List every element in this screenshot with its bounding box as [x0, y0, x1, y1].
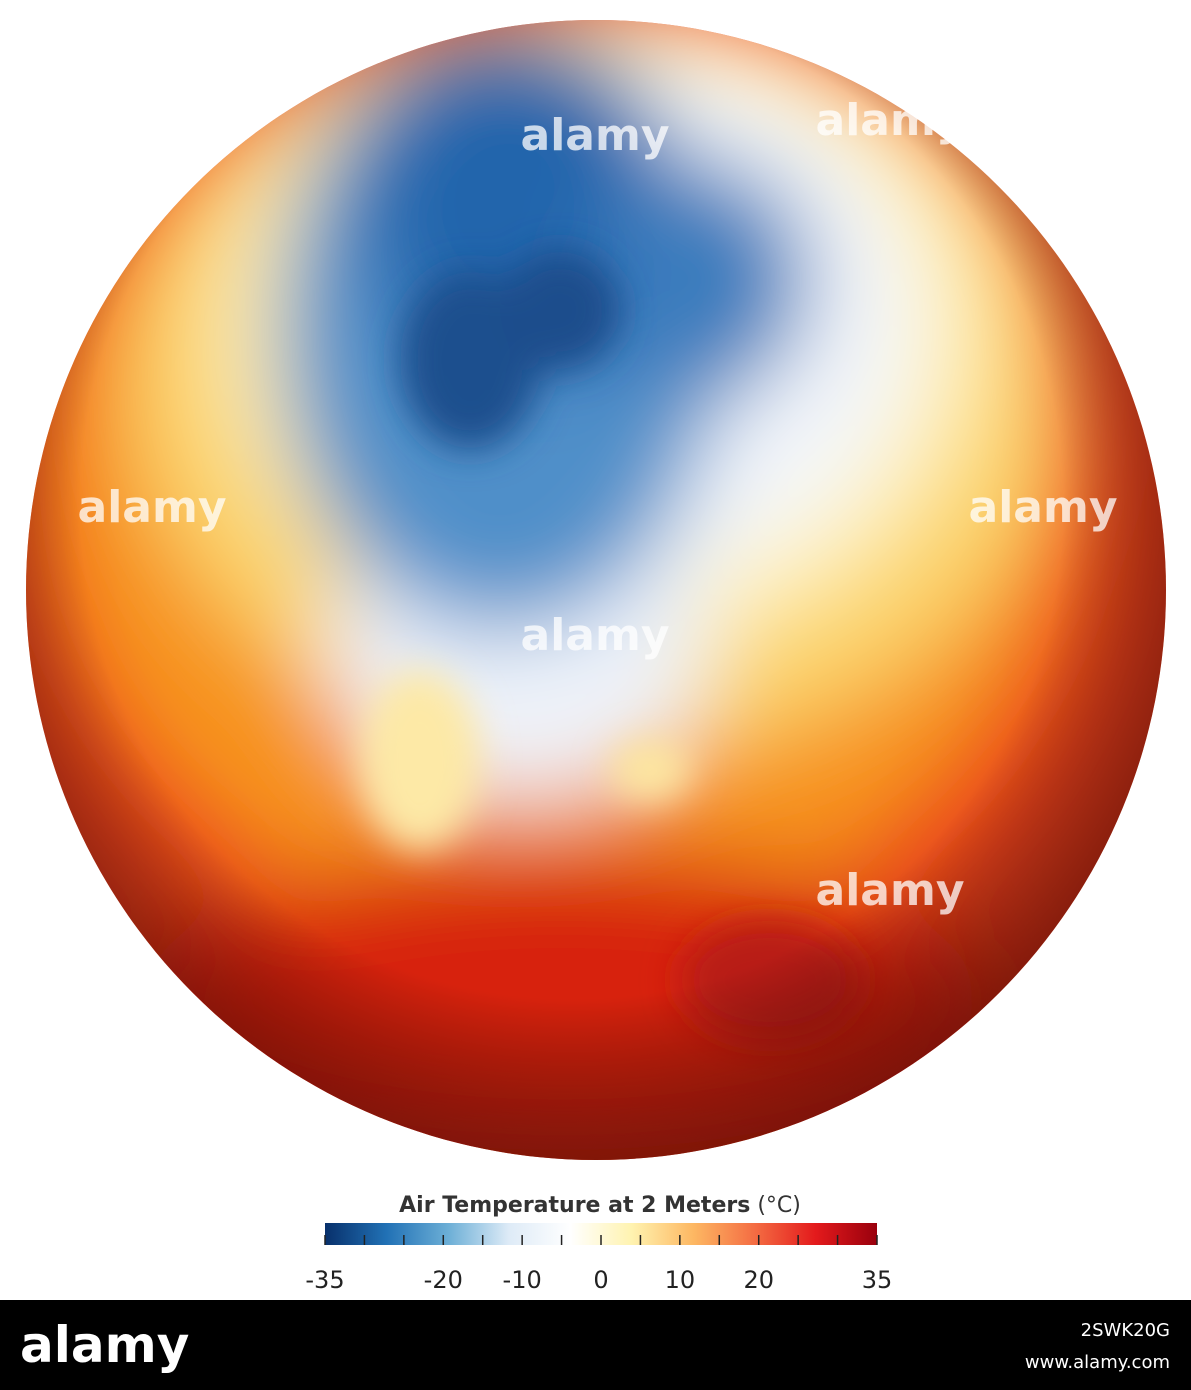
colorbar-unit: (°C) [757, 1193, 801, 1218]
image-id: 2SWK20G [1081, 1320, 1170, 1341]
colorbar-axis: -35 -20 -10 0 10 20 35 [305, 1235, 892, 1294]
footer-url: www.alamy.com [1025, 1352, 1170, 1373]
tick-label: 20 [743, 1266, 774, 1294]
tick-label: -20 [424, 1266, 463, 1294]
tick-label: 0 [593, 1266, 608, 1294]
footer-bar [0, 1300, 1191, 1390]
tick-label: -35 [305, 1266, 344, 1294]
watermark: alamy [78, 482, 227, 533]
tick-label: 10 [665, 1266, 696, 1294]
watermark: alamy [521, 110, 670, 161]
colorbar [325, 1223, 877, 1245]
colorbar-title-text: Air Temperature at 2 Meters [399, 1193, 750, 1218]
watermark: alamy [816, 865, 965, 916]
watermark: alamy [816, 95, 965, 146]
colorbar-title: Air Temperature at 2 Meters (°C) [399, 1193, 801, 1218]
watermark: alamy [969, 482, 1118, 533]
footer-brand: alamy [20, 1316, 189, 1374]
globe [26, 20, 1166, 1160]
tick-label: -10 [503, 1266, 542, 1294]
tick-label: 35 [862, 1266, 893, 1294]
watermark: alamy [521, 610, 670, 661]
watermarks: alamy alamy alamy alamy alamy alamy [78, 95, 1118, 916]
